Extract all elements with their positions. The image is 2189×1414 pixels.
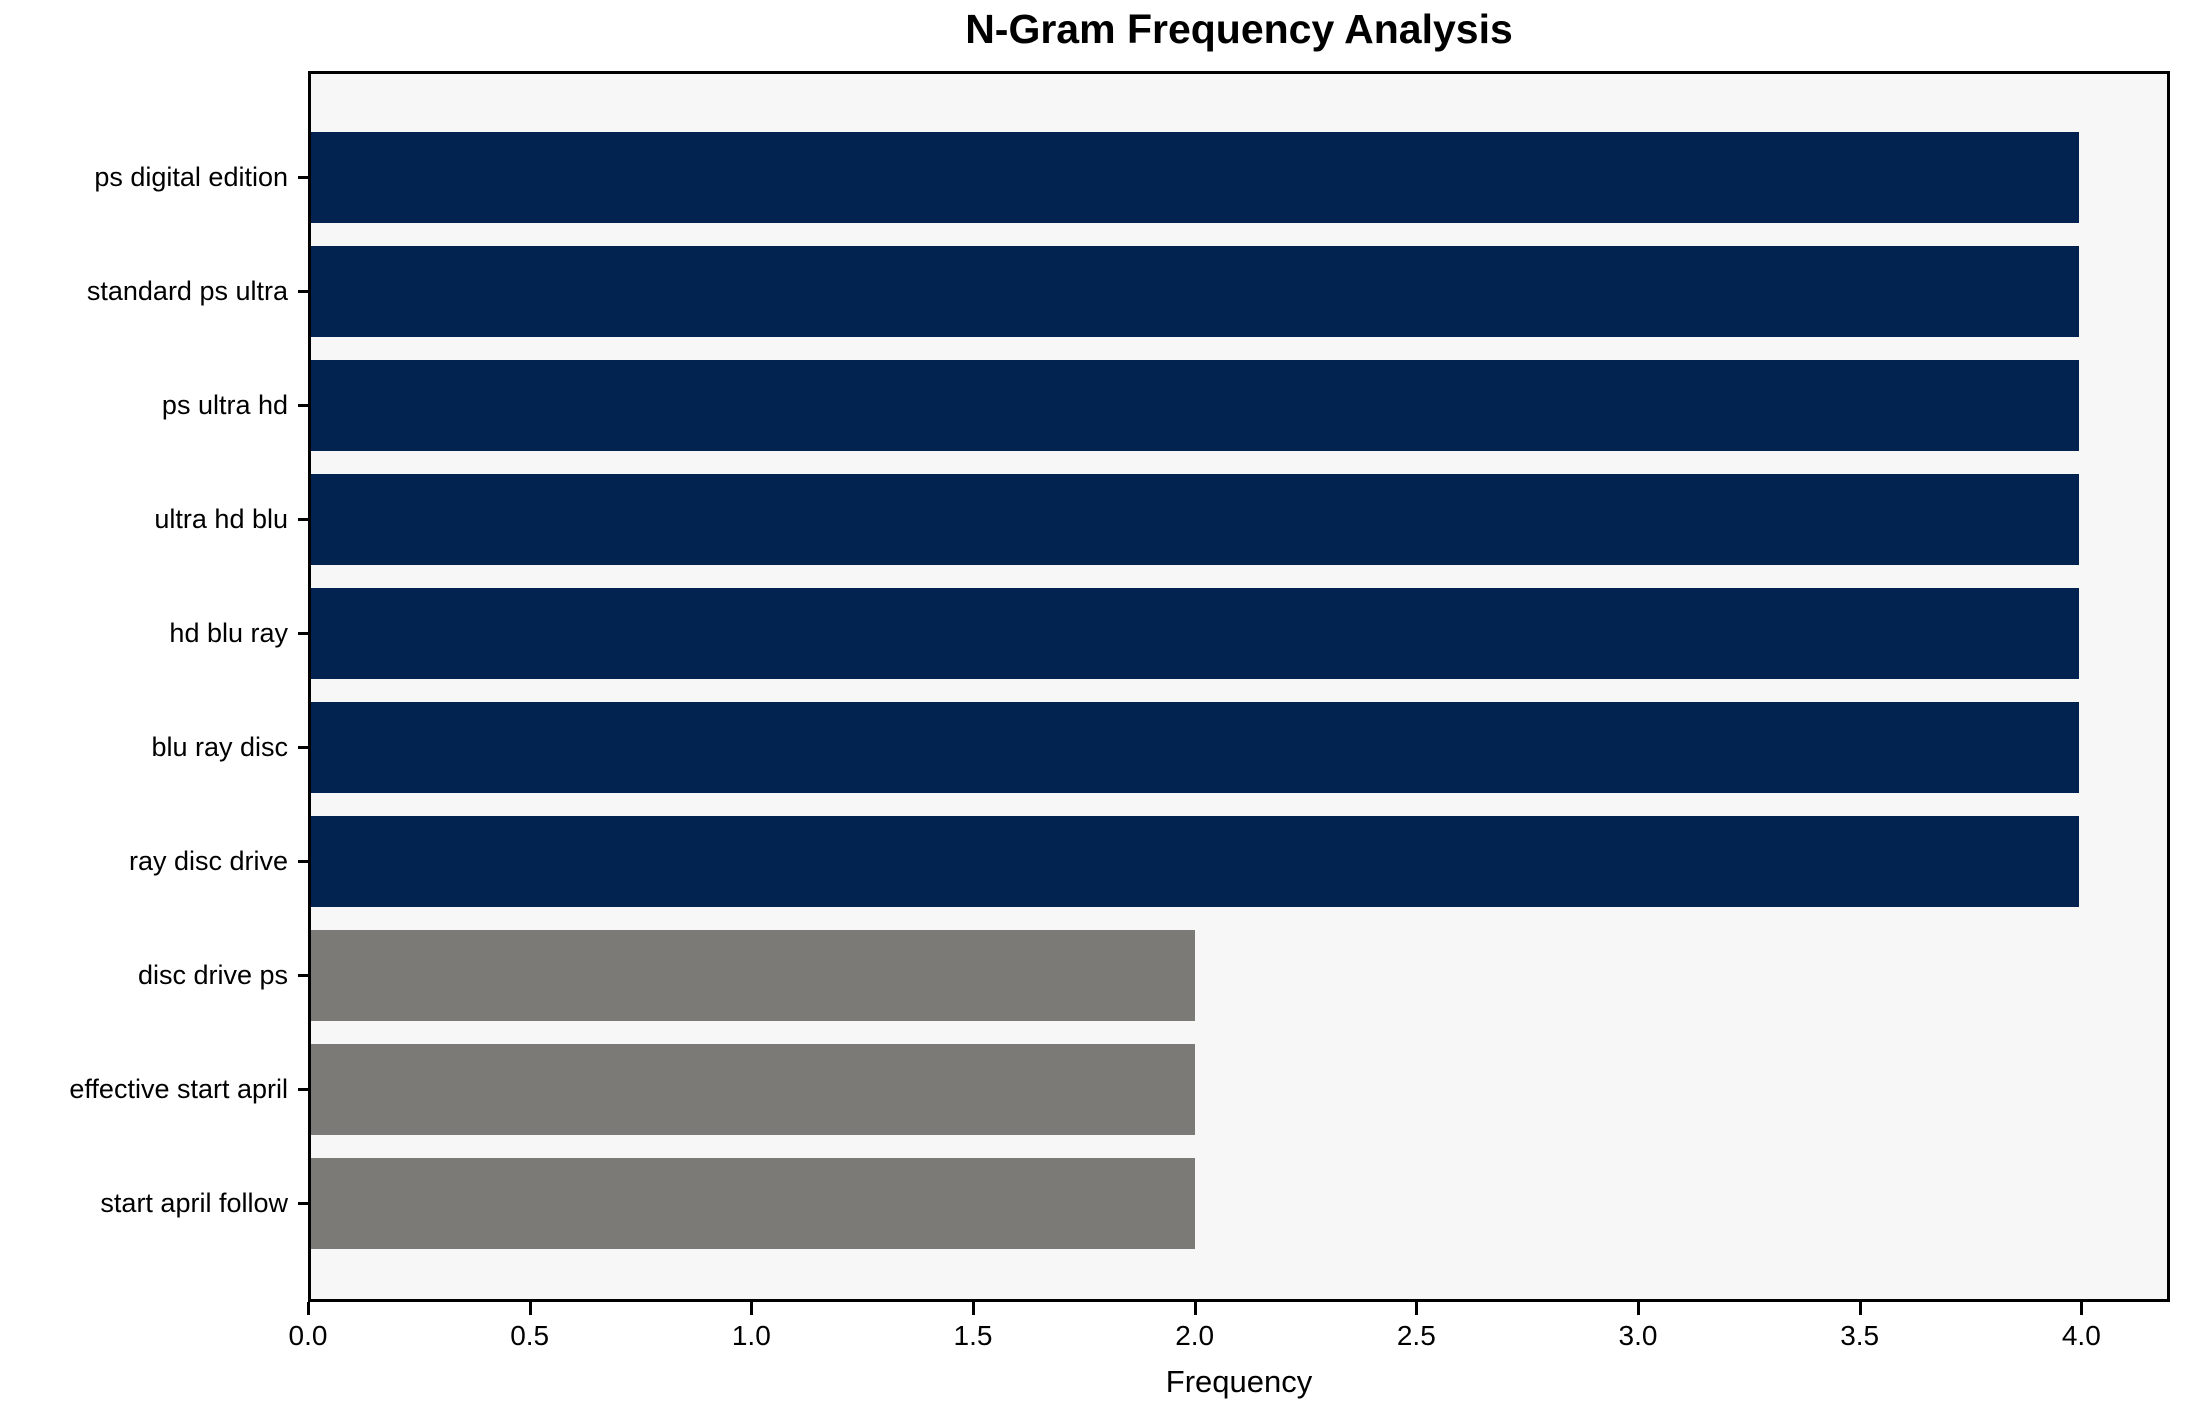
bar-start-april-follow — [311, 1157, 1195, 1249]
x-tick-label: 1.0 — [731, 1320, 771, 1351]
x-tick-label: 0.5 — [510, 1320, 550, 1351]
y-tick-label: standard ps ultra — [86, 276, 288, 306]
x-axis-label: Frequency — [1165, 1364, 1313, 1399]
bar-ps-ultra-hd — [311, 359, 2079, 451]
x-tick-label: 2.5 — [1396, 1320, 1436, 1351]
y-tick-mark — [298, 1088, 308, 1091]
y-tick-label: disc drive ps — [137, 960, 288, 990]
bar-ray-disc-drive — [311, 815, 2079, 907]
y-tick-mark — [298, 860, 308, 863]
y-tick-mark — [298, 176, 308, 179]
y-tick-label: effective start april — [69, 1074, 288, 1104]
x-tick-label: 1.5 — [953, 1320, 993, 1351]
y-tick-label: blu ray disc — [151, 732, 288, 762]
y-tick-mark — [298, 518, 308, 521]
y-tick-mark — [298, 404, 308, 407]
bar-ps-digital-edition — [311, 131, 2079, 223]
y-tick-mark — [298, 746, 308, 749]
plot-area — [308, 71, 2170, 1302]
x-tick-mark — [307, 1302, 310, 1315]
y-tick-label: ray disc drive — [128, 846, 288, 876]
x-tick-mark — [1415, 1302, 1419, 1315]
bar-effective-start-april — [311, 1043, 1195, 1135]
x-tick-mark — [2080, 1302, 2084, 1315]
x-tick-label: 2.0 — [1175, 1320, 1215, 1351]
x-tick-label: 3.5 — [1840, 1320, 1880, 1351]
x-tick-mark — [1858, 1302, 1862, 1315]
y-tick-mark — [298, 1202, 308, 1205]
y-tick-label: ultra hd blu — [154, 504, 288, 534]
x-tick-label: 4.0 — [2061, 1320, 2101, 1351]
x-tick-mark — [1637, 1302, 1640, 1315]
x-tick-mark — [1193, 1302, 1197, 1315]
y-tick-label: start april follow — [100, 1188, 288, 1218]
y-tick-label: ps digital edition — [94, 162, 288, 192]
y-tick-label: ps ultra hd — [161, 390, 288, 420]
bar-ultra-hd-blu — [311, 473, 2079, 565]
x-tick-mark — [528, 1302, 532, 1315]
y-tick-mark — [298, 632, 308, 635]
bar-disc-drive-ps — [311, 929, 1195, 1021]
chart-title: N-Gram Frequency Analysis — [965, 6, 1513, 52]
x-tick-mark — [750, 1302, 754, 1315]
y-tick-label: hd blu ray — [169, 618, 288, 648]
x-tick-label: 3.0 — [1618, 1320, 1658, 1351]
bar-standard-ps-ultra — [311, 245, 2079, 337]
y-tick-mark — [298, 290, 308, 293]
bar-blu-ray-disc — [311, 701, 2079, 793]
x-tick-label: 0.0 — [288, 1320, 328, 1351]
bar-hd-blu-ray — [311, 587, 2079, 679]
y-tick-mark — [298, 974, 308, 977]
x-tick-mark — [972, 1302, 975, 1315]
